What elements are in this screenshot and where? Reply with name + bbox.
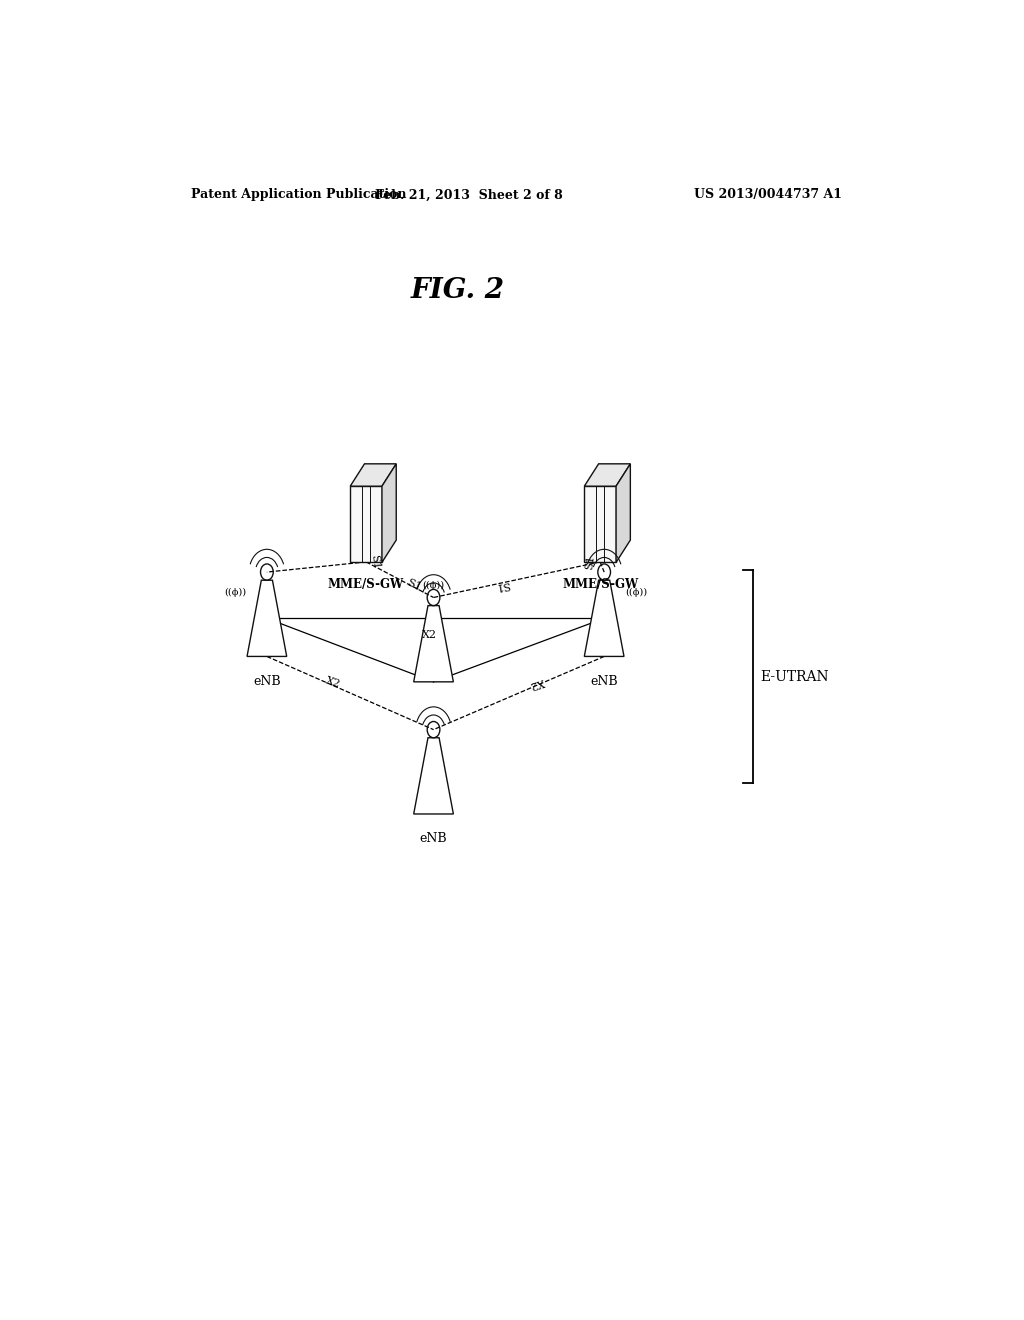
- Text: eNB: eNB: [253, 675, 281, 688]
- Text: FIG. 2: FIG. 2: [411, 277, 505, 304]
- Polygon shape: [414, 606, 454, 682]
- Polygon shape: [616, 463, 631, 562]
- Polygon shape: [414, 738, 454, 814]
- Text: Patent Application Publication: Patent Application Publication: [191, 189, 407, 202]
- Text: ((ϕ)): ((ϕ)): [224, 587, 246, 597]
- Polygon shape: [585, 486, 616, 562]
- Polygon shape: [350, 463, 396, 486]
- Text: Feb. 21, 2013  Sheet 2 of 8: Feb. 21, 2013 Sheet 2 of 8: [376, 189, 563, 202]
- Text: ((ϕ)): ((ϕ)): [625, 587, 647, 597]
- Text: X2: X2: [422, 630, 437, 640]
- Text: MME/S-GW: MME/S-GW: [328, 578, 404, 591]
- Text: S1: S1: [406, 577, 423, 593]
- Polygon shape: [350, 486, 382, 562]
- Text: ((ϕ)): ((ϕ)): [423, 581, 444, 590]
- Polygon shape: [382, 463, 396, 562]
- Text: eNB: eNB: [420, 833, 447, 845]
- Text: S1: S1: [370, 554, 382, 570]
- Text: E-UTRAN: E-UTRAN: [761, 669, 829, 684]
- Text: MME/S-GW: MME/S-GW: [562, 578, 638, 591]
- Text: S1: S1: [585, 554, 597, 570]
- Text: X2: X2: [527, 676, 545, 690]
- Polygon shape: [585, 581, 624, 656]
- Text: eNB: eNB: [591, 675, 617, 688]
- Text: X2: X2: [324, 676, 341, 690]
- Text: US 2013/0044737 A1: US 2013/0044737 A1: [694, 189, 842, 202]
- Text: S1: S1: [495, 578, 511, 591]
- Polygon shape: [247, 581, 287, 656]
- Polygon shape: [585, 463, 631, 486]
